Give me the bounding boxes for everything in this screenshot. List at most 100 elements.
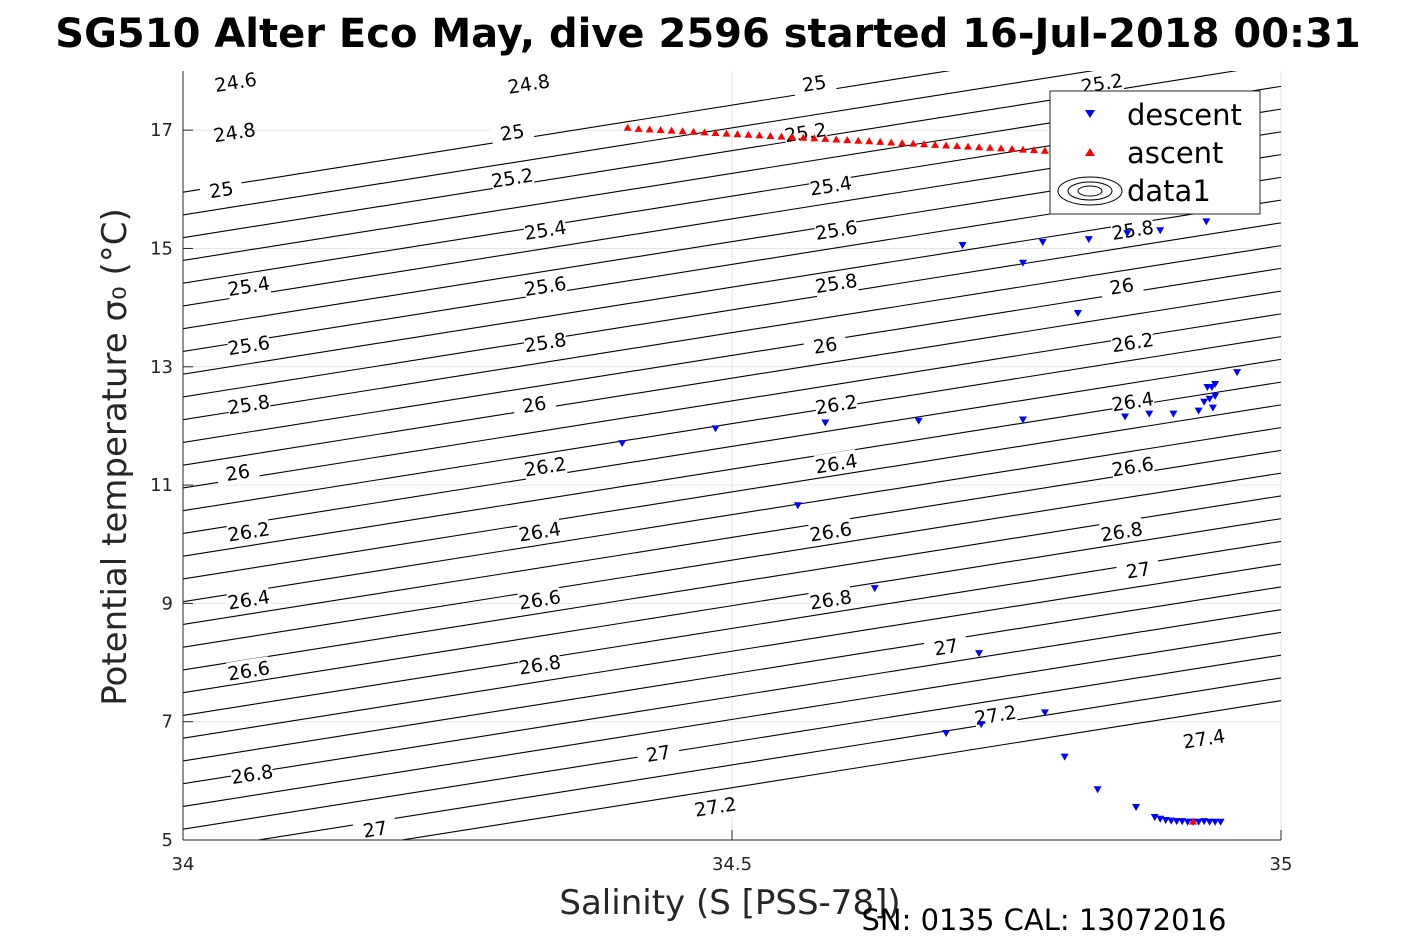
descent-point	[1161, 816, 1170, 824]
contour-label-group: 25.4	[522, 215, 568, 245]
descent-point	[1205, 818, 1214, 826]
contour-label-group: 26.2	[226, 517, 271, 547]
contour-label-background	[635, 739, 681, 768]
contour-label-background	[522, 327, 568, 357]
isopycnal-line	[183, 71, 951, 193]
ascent-point	[700, 128, 709, 136]
ascent-point	[843, 136, 852, 144]
contour-label-background	[226, 390, 272, 419]
ascent-point	[942, 141, 951, 149]
x-tick-label: 34	[172, 854, 195, 875]
x-axis-label: Salinity (S [PSS-78])	[559, 883, 900, 923]
contour-label-background	[1181, 724, 1227, 753]
contour-label-background	[1110, 215, 1156, 244]
isopycnal-line	[183, 71, 1095, 216]
ascent-point	[821, 134, 830, 142]
descent-point	[618, 440, 627, 448]
y-axis-label: Potential temperature σ₀ (°C)	[95, 208, 135, 706]
contour-label-background	[213, 67, 259, 96]
ascent-point	[788, 133, 797, 141]
descent-point	[1040, 709, 1049, 717]
ascent-point	[711, 129, 720, 137]
descent-point	[1194, 818, 1203, 826]
ascent-point	[667, 126, 676, 134]
contour-label-group: 26.4	[813, 449, 859, 479]
isopycnal-line	[183, 472, 1281, 648]
contour-label-background	[506, 69, 552, 98]
contour-label-background	[522, 452, 568, 481]
descent-point	[1018, 259, 1027, 267]
descent-point	[1145, 410, 1154, 418]
ascent-point	[887, 138, 896, 146]
descent-point	[1093, 786, 1102, 794]
descent-point	[793, 502, 802, 510]
legend-ascent-label: ascent	[1127, 136, 1223, 170]
descent-point	[1205, 395, 1214, 403]
contour-label-background	[226, 330, 272, 360]
contour-label-group: 25	[198, 175, 244, 204]
isopycnal-line	[183, 358, 1281, 534]
contour-label-group: 25.6	[813, 215, 859, 245]
isopycnal-line	[398, 700, 1281, 840]
ascent-point	[920, 140, 929, 148]
contour-label-group: 27	[1115, 555, 1161, 585]
isopycnal-line	[183, 449, 1281, 625]
isopycnal-line	[183, 199, 1281, 375]
ascent-point	[1189, 817, 1198, 825]
descent-point	[1194, 407, 1203, 415]
descent-point	[942, 730, 951, 738]
descent-point	[1038, 239, 1047, 247]
contour-label-group: 26	[215, 458, 261, 487]
ascent-point	[766, 131, 775, 139]
descent-point	[1211, 392, 1220, 400]
ascent-point	[975, 143, 984, 151]
contour-label: 26	[1108, 274, 1135, 300]
descent-point	[1123, 230, 1132, 238]
contour-label-group: 27.4	[1181, 724, 1227, 754]
ascent-point	[744, 130, 753, 138]
legend-contour-icon	[1057, 176, 1123, 206]
descent-point	[821, 419, 830, 427]
contour-label-group: 27	[352, 814, 398, 844]
contour-label-background	[517, 517, 563, 546]
descent-point	[1121, 413, 1130, 421]
isopycnal-line	[183, 540, 1281, 716]
contour-label: 26	[224, 460, 251, 486]
descent-point	[870, 585, 879, 593]
y-tick-label: 7	[162, 712, 173, 733]
descent-point	[711, 425, 720, 433]
descent-point	[1156, 227, 1165, 235]
contour-label-background	[813, 215, 859, 244]
contour-label-group: 25.2	[489, 163, 535, 193]
contour-label-background	[813, 390, 859, 419]
contour-label: 27	[1125, 558, 1152, 584]
descent-point	[1200, 398, 1209, 406]
contour-label-group: 25.8	[226, 390, 271, 419]
ascent-point	[722, 129, 731, 137]
isopycnal-line	[183, 290, 1281, 466]
contour-label-background	[522, 215, 568, 244]
descent-point	[1211, 381, 1220, 389]
contour-label: 25	[499, 120, 526, 146]
y-tick-label: 11	[150, 475, 173, 496]
descent-point	[1169, 410, 1178, 418]
ascent-point	[733, 130, 742, 138]
contour-label-background	[1099, 517, 1145, 546]
ascent-point	[964, 142, 973, 150]
descent-point	[1178, 818, 1187, 826]
contour-label: 27	[645, 741, 672, 767]
contour-label-group: 27	[923, 632, 969, 661]
contour-label-group: 26.8	[229, 759, 275, 789]
contour-label: 27	[932, 635, 959, 661]
y-tick-label: 15	[150, 238, 173, 259]
ascent-point	[755, 131, 764, 139]
descent-point	[1073, 310, 1082, 318]
contour-label-background	[1099, 271, 1145, 301]
contour-label-group: 25	[489, 117, 535, 147]
isopycnal-line	[183, 381, 1281, 557]
descent-point	[1084, 236, 1093, 244]
y-tick-label: 5	[162, 830, 173, 851]
contour-label-background	[198, 175, 244, 204]
descent-point	[1208, 404, 1217, 412]
descent-point	[1167, 817, 1176, 825]
